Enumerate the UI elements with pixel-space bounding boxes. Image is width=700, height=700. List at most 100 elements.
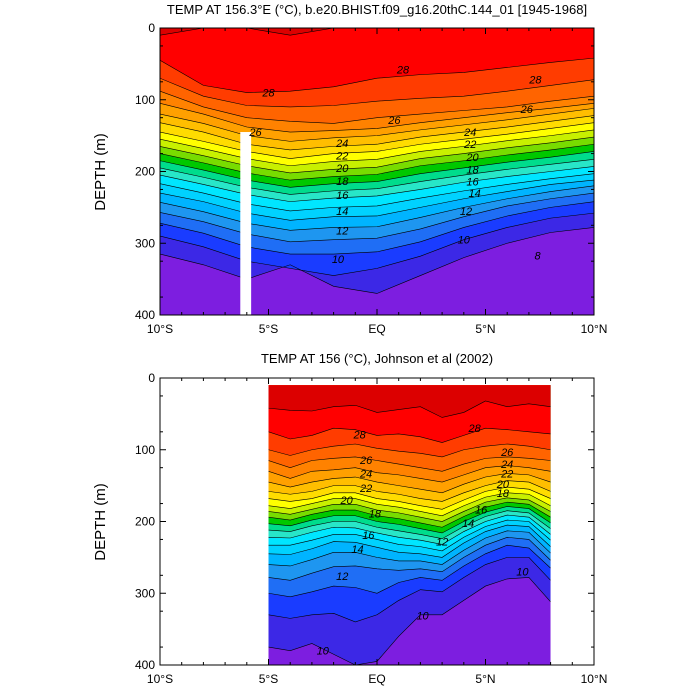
isotherm-line	[160, 108, 594, 142]
contour-label: 16	[362, 530, 375, 542]
contour-label: 28	[261, 88, 275, 100]
contour-label: 12	[436, 537, 448, 549]
contour-label: 12	[336, 571, 348, 583]
contour-label: 14	[469, 188, 481, 200]
isotherm-line	[160, 227, 594, 294]
y-tick-label: 400	[135, 308, 155, 322]
isotherm-line	[160, 115, 594, 151]
contour-label: 12	[336, 225, 348, 237]
bottom-y-axis-label: DEPTH (m)	[92, 483, 109, 561]
contour-label: 10	[317, 646, 330, 658]
contour-label: 16	[466, 177, 479, 189]
contour-label: 16	[336, 190, 349, 202]
isotherm-line	[268, 544, 551, 598]
contour-label: 26	[387, 115, 401, 127]
contour-label: 22	[463, 139, 476, 151]
contour-label: 10	[516, 567, 529, 579]
isotherm-line	[268, 456, 551, 472]
bottom-chart-title: TEMP AT 156 (°C), Johnson et al (2002)	[261, 351, 493, 366]
bottom-panel: TEMP AT 156 (°C), Johnson et al (2002) D…	[92, 351, 607, 686]
contour-label: 20	[335, 163, 349, 175]
contour-label: 20	[339, 495, 353, 507]
top-plot-area: 2828282626262424222220201818161614141212…	[135, 21, 607, 336]
contour-label: 26	[520, 104, 534, 116]
contour-label: 22	[500, 468, 513, 480]
x-tick-label: 10°N	[581, 672, 608, 686]
contour-label: 10	[458, 235, 471, 247]
isotherm-line	[268, 465, 551, 483]
isotherm-line	[160, 136, 594, 174]
x-tick-label: 10°S	[147, 672, 173, 686]
contour-label: 20	[465, 152, 479, 164]
contour-label: 14	[336, 206, 348, 218]
x-tick-label: 5°S	[259, 672, 278, 686]
y-tick-label: 400	[135, 658, 155, 672]
missing-data-band	[240, 132, 252, 315]
y-tick-label: 100	[135, 93, 155, 107]
top-y-axis-label: DEPTH (m)	[92, 133, 109, 211]
isotherm-line	[160, 103, 594, 133]
isotherm-line	[160, 201, 594, 255]
isotherm-line	[160, 173, 594, 212]
y-tick-label: 300	[135, 586, 155, 600]
contour-label: 18	[369, 509, 382, 521]
isotherm-line	[160, 192, 594, 243]
isotherm-line	[160, 185, 594, 231]
y-tick-label: 300	[135, 236, 155, 250]
isotherm-line	[160, 212, 594, 276]
contour-label: 24	[359, 468, 372, 480]
isotherm-line	[160, 122, 594, 159]
contour-label: 22	[335, 151, 348, 163]
contour-label: 16	[475, 504, 488, 516]
isotherm-line	[268, 557, 551, 623]
isotherm-line	[268, 443, 551, 458]
top-chart-title: TEMP AT 156.3°E (°C), b.e20.BHIST.f09_g1…	[167, 2, 587, 17]
contour-label: 14	[351, 544, 363, 556]
y-tick-label: 0	[148, 371, 155, 385]
isotherm-line	[160, 151, 594, 188]
isotherm-line	[160, 143, 594, 181]
isotherm-line	[268, 497, 551, 522]
contour-label: 10	[416, 610, 429, 622]
y-tick-label: 200	[135, 515, 155, 529]
temperature-band	[160, 28, 594, 93]
isotherm-line	[268, 427, 551, 443]
contour-label: 20	[496, 479, 510, 491]
isotherm-line	[160, 90, 594, 124]
x-tick-label: EQ	[368, 322, 385, 336]
isotherm-line	[268, 492, 551, 517]
contour-label: 24	[463, 127, 476, 139]
isotherm-line	[268, 519, 551, 552]
isotherm-line	[268, 514, 551, 545]
contour-label: 14	[462, 518, 474, 530]
temperature-fill-layer	[160, 28, 594, 315]
x-tick-label: 5°N	[475, 672, 495, 686]
contour-label: 12	[460, 206, 472, 218]
isotherm-line	[160, 77, 594, 108]
temperature-fill-layer	[268, 385, 551, 665]
isotherm-line	[160, 159, 594, 195]
contour-label: 28	[528, 75, 542, 87]
contour-label: 22	[359, 483, 372, 495]
x-tick-label: EQ	[368, 672, 385, 686]
isotherm-line	[268, 486, 551, 510]
contour-label: 18	[497, 488, 510, 500]
contour-label: 28	[468, 423, 482, 435]
contour-label: 8	[535, 250, 542, 262]
isotherm-line	[160, 57, 594, 93]
isotherm-line	[268, 501, 551, 528]
contour-label: 24	[335, 138, 348, 150]
contour-label: 24	[500, 459, 513, 471]
contour-label: 18	[466, 164, 479, 176]
contour-label: 28	[353, 430, 367, 442]
isotherm-line	[268, 510, 551, 540]
contour-label: 28	[396, 65, 410, 77]
contour-label: 18	[336, 176, 349, 188]
isotherm-line	[268, 524, 551, 558]
top-panel: TEMP AT 156.3°E (°C), b.e20.BHIST.f09_g1…	[92, 2, 607, 336]
y-tick-label: 0	[148, 21, 155, 35]
isotherm-line	[160, 129, 594, 167]
isotherm-line	[160, 179, 594, 221]
